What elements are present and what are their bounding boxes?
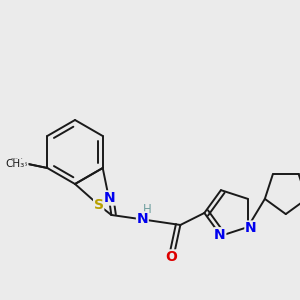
Text: N: N (245, 221, 256, 235)
Text: CH₃: CH₃ (9, 158, 28, 168)
Text: S: S (94, 198, 104, 212)
Text: CH₃: CH₃ (6, 159, 25, 169)
Text: O: O (165, 250, 177, 264)
Text: N: N (136, 212, 148, 226)
Text: N: N (104, 191, 116, 205)
Text: H: H (143, 203, 152, 217)
Text: N: N (214, 228, 226, 242)
